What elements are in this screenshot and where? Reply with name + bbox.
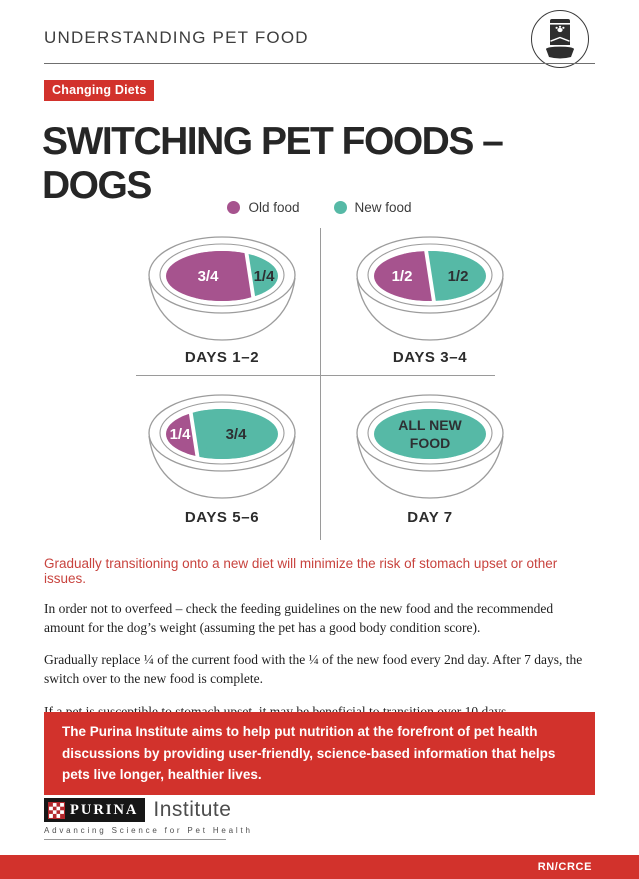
body-text-block: Gradually transitioning onto a new diet … bbox=[44, 556, 595, 721]
institute-text: Institute bbox=[153, 798, 232, 821]
svg-text:1/4: 1/4 bbox=[254, 268, 276, 285]
legend: Old food New food bbox=[0, 200, 639, 215]
day-label: DAYS 5–6 bbox=[184, 509, 260, 526]
svg-text:1/4: 1/4 bbox=[170, 426, 192, 443]
svg-text:3/4: 3/4 bbox=[198, 268, 220, 285]
purina-wordmark-box: PURINA bbox=[44, 798, 146, 822]
callout-text: The Purina Institute aims to help put nu… bbox=[62, 724, 556, 783]
page-title: SWITCHING PET FOODS – DOGS bbox=[42, 120, 504, 207]
svg-text:3/4: 3/4 bbox=[226, 426, 248, 443]
purina-institute-callout: The Purina Institute aims to help put nu… bbox=[44, 712, 595, 795]
document-code: RN/CRCE bbox=[537, 861, 592, 873]
logo-row: PURINA Institute bbox=[44, 798, 231, 822]
bowl-day-7: ALL NEW FOOD bbox=[340, 388, 520, 508]
old-food-dot-icon bbox=[227, 201, 241, 214]
svg-text:ALL NEW: ALL NEW bbox=[398, 417, 462, 433]
diagram-horizontal-divider bbox=[136, 375, 495, 376]
section-badge: Changing Diets bbox=[44, 80, 155, 101]
bowl-days-1-2: 3/4 1/4 bbox=[132, 230, 312, 350]
legend-label: Old food bbox=[248, 200, 300, 215]
body-paragraph: Gradually replace ¼ of the current food … bbox=[44, 652, 583, 687]
bowl-days-5-6: 1/4 3/4 bbox=[132, 388, 312, 508]
bottom-bar: RN/CRCE bbox=[0, 855, 639, 879]
body-paragraph: In order not to overfeed – check the fee… bbox=[44, 601, 554, 636]
pet-food-icon bbox=[531, 10, 589, 68]
purina-brand-text: PURINA bbox=[70, 801, 139, 818]
bowl-diagram: 3/4 1/4 1/2 1/2 1/4 3/4 ALL NEW FOOD DAYS 1–… bbox=[44, 228, 595, 540]
svg-text:1/2: 1/2 bbox=[392, 268, 413, 285]
bowl-days-3-4: 1/2 1/2 bbox=[340, 230, 520, 350]
day-label: DAY 7 bbox=[407, 509, 453, 526]
logo-tagline: Advancing Science for Pet Health bbox=[44, 826, 250, 840]
svg-text:1/2: 1/2 bbox=[448, 268, 469, 285]
day-label: DAYS 1–2 bbox=[184, 349, 260, 366]
purina-institute-logo: PURINA Institute Advancing Science for P… bbox=[44, 798, 250, 840]
svg-text:FOOD: FOOD bbox=[410, 435, 450, 451]
purina-checkerboard-icon bbox=[48, 801, 65, 819]
legend-item-new-food: New food bbox=[333, 200, 412, 215]
new-food-dot-icon bbox=[333, 201, 347, 214]
diagram-vertical-divider bbox=[320, 228, 321, 540]
header-divider bbox=[44, 63, 595, 64]
document-header: UNDERSTANDING PET FOOD bbox=[44, 10, 595, 68]
legend-label: New food bbox=[354, 200, 412, 215]
pet-food-bag-bowl-glyph bbox=[546, 19, 574, 59]
highlight-sentence: Gradually transitioning onto a new diet … bbox=[44, 556, 558, 586]
document-series-title: UNDERSTANDING PET FOOD bbox=[44, 28, 309, 47]
day-label: DAYS 3–4 bbox=[392, 349, 468, 366]
legend-item-old-food: Old food bbox=[227, 200, 300, 215]
